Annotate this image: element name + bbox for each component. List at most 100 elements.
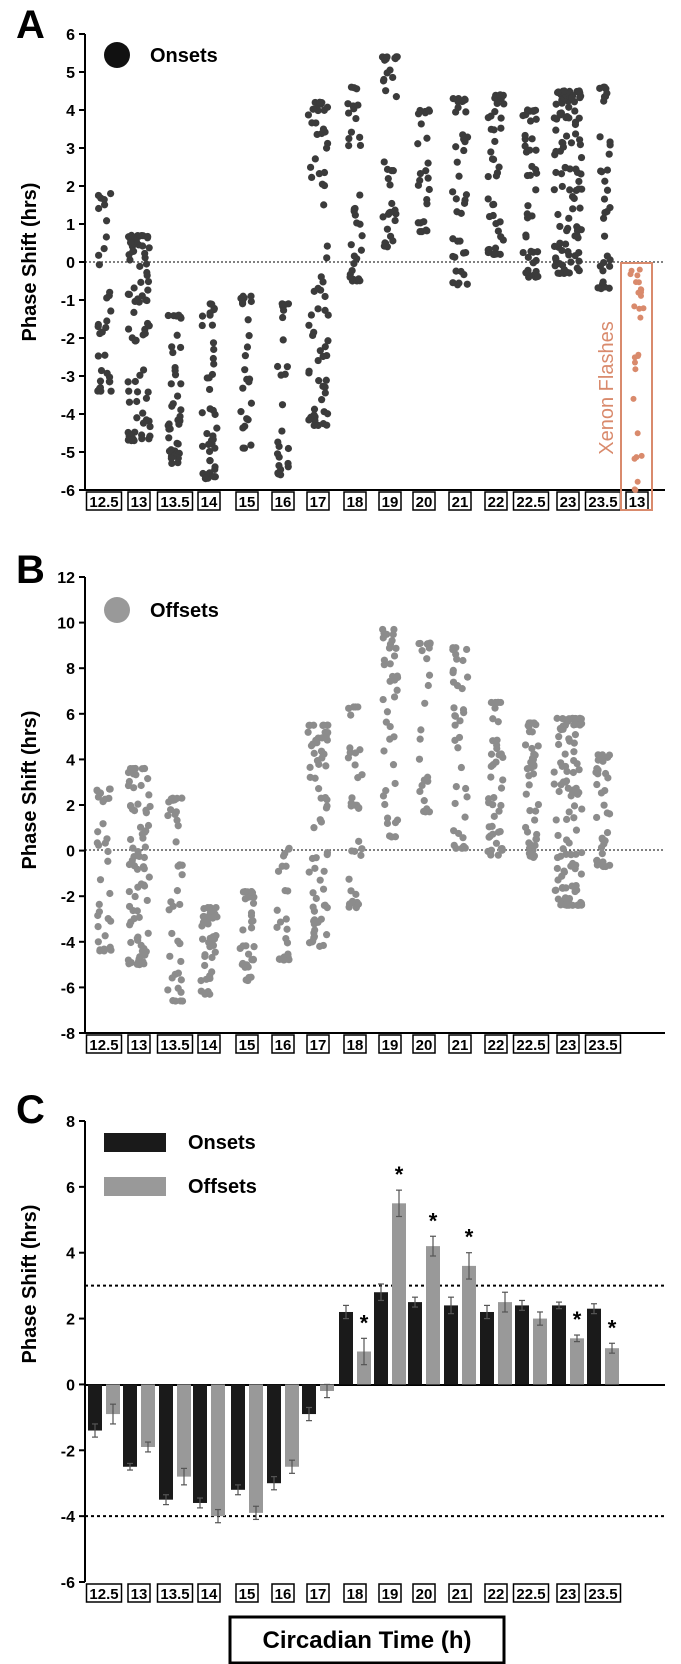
onset-point xyxy=(95,251,103,259)
offset-point xyxy=(421,699,429,707)
offset-point xyxy=(573,901,582,909)
offset-point xyxy=(319,885,328,893)
onset-point xyxy=(316,347,324,355)
onset-point xyxy=(600,232,609,240)
onset-point xyxy=(318,180,327,188)
onset-point xyxy=(452,143,460,151)
onset-point xyxy=(136,371,144,379)
x-tick: 14 xyxy=(197,1034,221,1054)
panel-0-y-tick: 5 xyxy=(66,65,85,82)
offset-point xyxy=(603,828,612,837)
x-tick: 21 xyxy=(448,1583,472,1603)
x-tick-label: 22.5 xyxy=(516,1037,545,1054)
onset-point xyxy=(532,186,540,194)
onset-point xyxy=(565,103,573,111)
onset-point xyxy=(144,277,153,286)
onset-point xyxy=(124,378,132,386)
offset-point xyxy=(144,775,152,783)
offset-point xyxy=(346,744,354,752)
offset-bar xyxy=(498,1302,512,1385)
x-tick-box xyxy=(127,1583,151,1603)
offset-point xyxy=(383,814,392,822)
offset-bar xyxy=(177,1384,191,1477)
x-tick: 18 xyxy=(343,1583,367,1603)
x-tick: 14 xyxy=(197,1583,221,1603)
onset-point xyxy=(496,91,504,99)
x-tick-box xyxy=(484,1583,508,1603)
offset-point xyxy=(306,773,314,781)
offset-point xyxy=(521,741,530,749)
onset-point xyxy=(491,108,499,116)
y-tick-label: -5 xyxy=(61,445,75,462)
onset-point xyxy=(449,95,457,103)
onset-point xyxy=(533,248,542,256)
onset-point xyxy=(323,254,331,262)
onset-point xyxy=(175,311,183,319)
onset-point xyxy=(600,258,608,267)
offset-point xyxy=(323,931,331,939)
offset-point xyxy=(565,808,573,816)
offset-point xyxy=(457,763,465,772)
onset-point xyxy=(278,427,286,435)
offset-point xyxy=(141,843,149,851)
x-tick: 13 xyxy=(127,1034,151,1054)
onset-point xyxy=(139,331,147,339)
panel-c-letter: C xyxy=(16,1088,45,1132)
x-tick-box xyxy=(85,491,123,511)
onset-point xyxy=(562,132,571,140)
x-tick: 17 xyxy=(306,1034,330,1054)
x-tick-label: 22.5 xyxy=(516,1586,545,1603)
offset-point xyxy=(172,838,180,846)
offset-point xyxy=(135,852,143,861)
offset-point xyxy=(273,923,281,931)
onset-point xyxy=(606,256,614,264)
y-tick-label: 0 xyxy=(66,1377,75,1394)
x-tick-label: 16 xyxy=(275,1037,292,1054)
x-tick-label: 18 xyxy=(347,1037,364,1054)
offset-point xyxy=(449,644,457,652)
offset-point xyxy=(144,929,152,937)
panel-c-x-ticks: 12.5 13 13.5 14 15 16 17 18 19 20 21 22 22.5 23 23.5 xyxy=(85,1583,622,1603)
xenon-point xyxy=(628,267,635,274)
offset-point xyxy=(273,906,281,914)
panel-0-y-tick: 6 xyxy=(66,27,85,44)
onset-point xyxy=(304,111,313,119)
onset-point xyxy=(566,186,574,194)
onset-point xyxy=(165,434,173,442)
offset-point xyxy=(604,774,612,782)
offset-point xyxy=(305,721,313,729)
x-tick-label: 20 xyxy=(416,1586,433,1603)
onset-bar xyxy=(587,1308,601,1385)
onset-point xyxy=(425,185,433,194)
offset-point xyxy=(310,824,318,832)
offset-point xyxy=(244,893,252,901)
offset-point xyxy=(558,872,566,880)
panel-0-y-tick: 2 xyxy=(66,179,85,196)
offset-point xyxy=(461,844,469,852)
onset-point xyxy=(389,167,397,175)
onset-point xyxy=(319,382,327,390)
x-tick-box xyxy=(271,1583,295,1603)
onset-point xyxy=(142,260,151,268)
panel-b-y-ticks: 12 10 8 6 4 2 0 -2 -4 -6 -8 xyxy=(57,570,85,1043)
onset-point xyxy=(323,421,331,429)
panel-a-legend-label: Onsets xyxy=(150,45,218,67)
offset-point xyxy=(487,851,495,859)
onset-point xyxy=(534,272,542,281)
x-tick-label: 23.5 xyxy=(588,1586,617,1603)
xenon-point xyxy=(634,272,641,279)
offset-point xyxy=(553,864,561,873)
offset-point xyxy=(250,943,258,951)
offset-point xyxy=(463,645,471,654)
panel-1-y-tick: -2 xyxy=(61,889,85,906)
offset-point xyxy=(553,714,561,722)
offset-point xyxy=(316,816,324,824)
onset-point xyxy=(493,99,501,108)
x-tick-box xyxy=(412,1583,436,1603)
offset-point xyxy=(100,945,108,953)
onset-point xyxy=(321,389,329,397)
onset-point xyxy=(554,210,562,219)
offset-point xyxy=(423,655,431,663)
onset-point xyxy=(198,321,206,330)
x-tick-box xyxy=(378,491,402,511)
